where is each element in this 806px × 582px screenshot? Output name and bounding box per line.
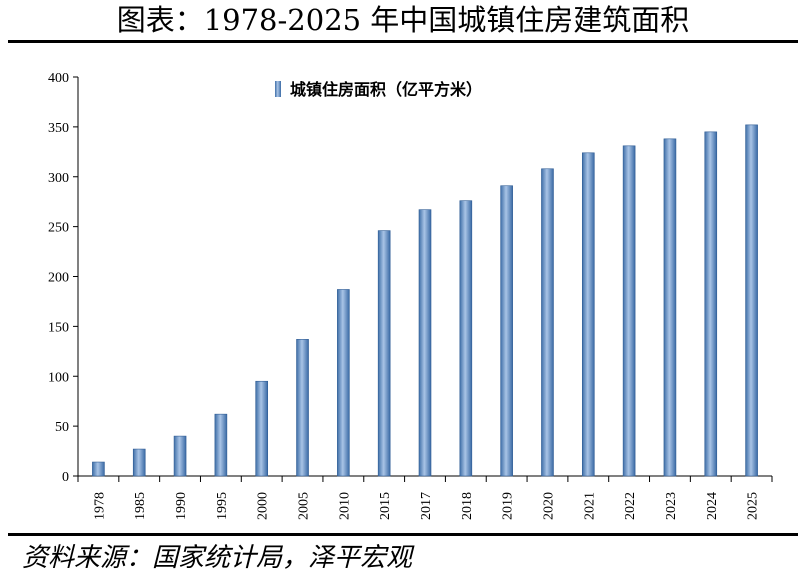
page-title: 图表：1978-2025 年中国城镇住房建筑面积: [116, 3, 690, 37]
y-tick-label: 0: [62, 470, 69, 485]
y-tick-label: 300: [48, 171, 69, 186]
legend-swatch: [275, 81, 281, 97]
chart-axes: 0 50 100 150 200 250 300 350 400 1978 1985 1990 1995…: [48, 71, 773, 520]
x-tick-label: 1995: [215, 492, 230, 520]
bar: [622, 145, 636, 477]
bar: [459, 200, 473, 477]
chart-bars: [92, 124, 758, 477]
bar-chart: 0 50 100 150 200 250 300 350 400 1978 1985 1990 1995…: [48, 71, 773, 520]
bar: [214, 413, 228, 477]
bar: [704, 131, 718, 477]
x-tick-label: 2018: [460, 492, 475, 520]
x-tick-label: 2019: [501, 492, 516, 520]
source-rule: [8, 533, 798, 536]
bar: [418, 209, 432, 477]
y-tick-label: 400: [48, 71, 69, 86]
bar: [500, 185, 513, 477]
bar: [663, 138, 677, 477]
y-tick-label: 250: [48, 221, 69, 236]
x-tick-label: 1985: [133, 492, 148, 520]
x-tick-label: 2024: [705, 492, 720, 520]
title-rule: [8, 40, 798, 43]
legend-label: 城镇住房面积（亿平方米）: [290, 80, 482, 99]
x-tick-label: 2022: [623, 492, 638, 520]
bar: [132, 448, 146, 477]
y-tick-label: 350: [48, 121, 69, 136]
bar: [296, 339, 309, 477]
bar: [173, 435, 187, 477]
y-tick-label: 200: [48, 271, 69, 286]
y-tick-label: 150: [48, 320, 69, 335]
y-tick-label: 100: [48, 370, 69, 385]
x-tick-label: 2000: [256, 492, 271, 520]
bar: [541, 168, 554, 477]
bar: [92, 461, 105, 477]
x-tick-label: 2023: [664, 492, 679, 520]
bar: [377, 230, 391, 477]
x-tick-label: 2010: [337, 492, 352, 520]
source-note: 资料来源：国家统计局，泽平宏观: [22, 543, 413, 573]
chart-legend: 城镇住房面积（亿平方米）: [275, 80, 482, 99]
x-tick-label: 1978: [92, 492, 107, 520]
bar: [745, 124, 758, 477]
x-tick-label: 2025: [746, 492, 761, 520]
x-tick-label: 2021: [582, 492, 597, 520]
y-tick-label: 50: [55, 420, 69, 435]
bar: [581, 152, 595, 477]
x-tick-label: 2020: [541, 492, 556, 520]
bar: [255, 380, 269, 477]
x-tick-label: 2017: [419, 492, 434, 520]
x-tick-label: 1990: [174, 492, 189, 520]
bar: [337, 289, 350, 477]
x-tick-label: 2005: [297, 492, 312, 520]
x-tick-label: 2015: [378, 492, 393, 520]
